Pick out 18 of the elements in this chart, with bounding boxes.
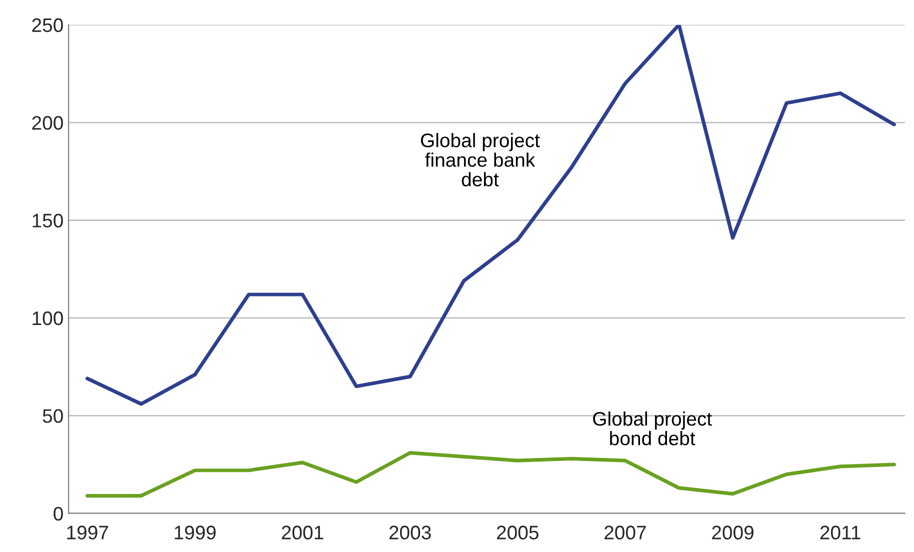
x-tick-label: 2009 <box>712 526 754 540</box>
y-tick-label: 0 <box>54 506 63 521</box>
x-tick-label: 2007 <box>604 526 646 540</box>
x-tick-label: 2011 <box>820 526 860 540</box>
y-tick-label: 200 <box>32 116 63 130</box>
x-tick-label: 1999 <box>174 526 216 540</box>
y-tick-label: 50 <box>42 409 63 423</box>
series-label: Global project bond debt <box>593 411 712 446</box>
y-tick-label: 250 <box>32 18 63 32</box>
x-tick-label: 1997 <box>67 526 108 540</box>
x-tick-label: 2003 <box>389 526 431 540</box>
line-series <box>86 24 896 406</box>
y-tick-label: 100 <box>32 311 63 326</box>
x-tick-label: 2001 <box>282 526 324 540</box>
line-series <box>86 450 896 498</box>
series-label: Global project finance bank debt <box>420 133 540 186</box>
y-tick-label: 150 <box>32 214 63 228</box>
x-tick-label: 2005 <box>496 526 538 540</box>
